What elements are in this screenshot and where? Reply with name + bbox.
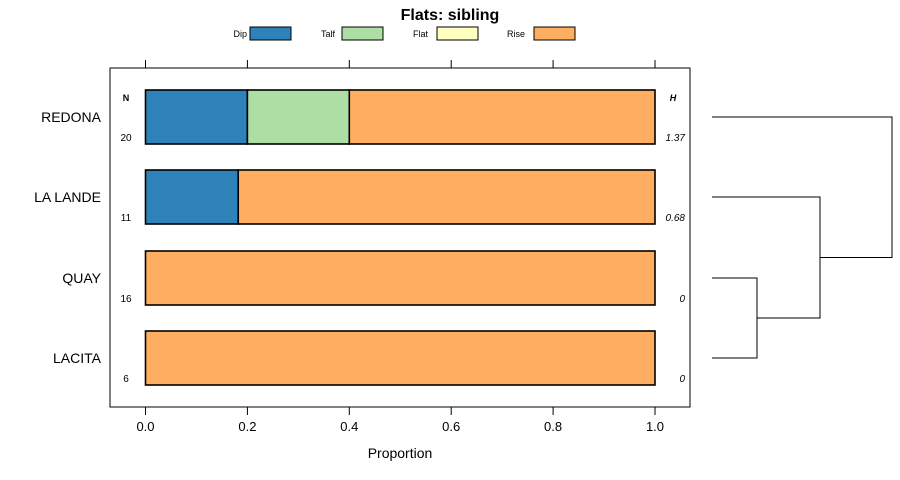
h-column-header: H [670, 93, 677, 103]
y-tick-label-quay: QUAY [62, 270, 101, 286]
n-value-lacita: 6 [123, 374, 129, 385]
n-value-la-lande: 11 [121, 213, 132, 224]
bar-quay-rise [144, 250, 656, 306]
dendrogram [712, 116, 893, 359]
n-value-redona: 20 [120, 133, 132, 144]
legend: Dip Talf Flat Rise [233, 26, 576, 41]
legend-swatch-rise [533, 26, 576, 41]
chart-title: Flats: sibling [401, 7, 500, 24]
legend-label-flat: Flat [413, 29, 429, 39]
n-value-quay: 16 [120, 294, 132, 305]
x-tick-label: 0.4 [340, 419, 358, 434]
h-value-lacita: 0 [679, 374, 685, 385]
x-tick-label: 0.6 [442, 419, 460, 434]
y-tick-label-redona: REDONA [41, 109, 102, 125]
x-tick-label: 0.2 [238, 419, 256, 434]
y-tick-label-lacita: LACITA [53, 350, 102, 366]
bar-la-lande-rise [237, 169, 656, 225]
bar-redona-talf [246, 89, 351, 145]
plot-frame [109, 67, 691, 408]
x-tick-label: 0.8 [544, 419, 562, 434]
y-tick-label-la-lande: LA LANDE [34, 189, 101, 205]
n-column-header: N [123, 93, 130, 103]
dendrogram-branch [712, 196, 821, 319]
legend-label-talf: Talf [321, 29, 336, 39]
bar-redona-dip [144, 89, 249, 145]
x-axis: 0.0 0.2 0.4 0.6 0.8 1.0 [136, 60, 664, 434]
bar-redona-rise [348, 89, 656, 145]
x-axis-label: Proportion [368, 445, 433, 461]
h-value-la-lande: 0.68 [666, 213, 686, 224]
x-tick-label: 1.0 [646, 419, 664, 434]
legend-swatch-dip [249, 26, 292, 41]
bar-la-lande-dip [144, 169, 240, 225]
dendrogram-branch [712, 116, 893, 258]
h-value-quay: 0 [679, 294, 685, 305]
dendrogram-branch [712, 277, 758, 359]
legend-label-dip: Dip [233, 29, 247, 39]
legend-swatch-flat [436, 26, 479, 41]
category-labels: REDONA 20 1.37 LA LANDE 11 0.68 QUAY 16 0 LACITA 6… [34, 109, 685, 385]
legend-label-rise: Rise [507, 29, 525, 39]
bars [144, 89, 656, 386]
legend-swatch-talf [341, 26, 384, 41]
h-value-redona: 1.37 [666, 133, 686, 144]
x-tick-label: 0.0 [136, 419, 154, 434]
bar-lacita-rise [144, 330, 656, 386]
